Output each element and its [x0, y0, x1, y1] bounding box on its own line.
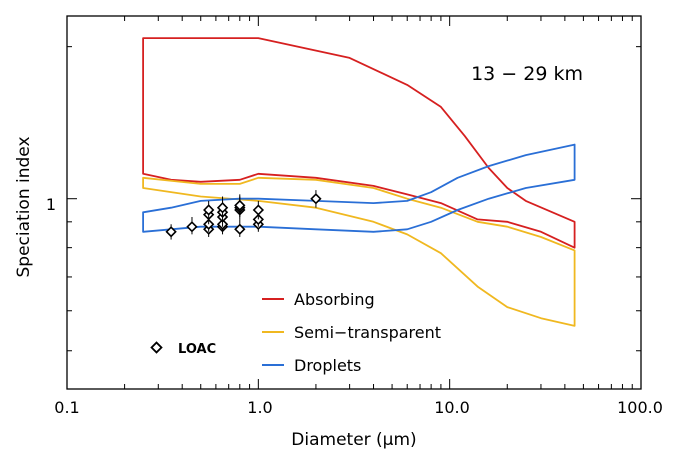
loac-point: [252, 204, 265, 216]
y-axis-title: Speciation index: [14, 136, 34, 277]
x-tick-label-1: 1.0: [247, 398, 272, 417]
series-layer: [142, 37, 576, 327]
loac-legend-label: LOAC: [178, 342, 216, 357]
plot-frame: [66, 15, 642, 390]
series-envelope-absorbing: [142, 37, 576, 249]
loac-layer: [165, 190, 322, 240]
loac-point: [203, 204, 215, 216]
legend-label-absorbing: Absorbing: [294, 290, 375, 309]
altitude-annotation: 13 − 29 km: [471, 63, 583, 85]
legend: Absorbing Semi−transparent Droplets: [262, 290, 441, 375]
x-tick-label-0: 0.1: [54, 398, 79, 417]
loac-legend-marker: [150, 341, 163, 354]
series-envelope-droplets: [142, 143, 576, 233]
x-axis-title: Diameter (μm): [291, 430, 416, 450]
x-tick-label-2: 10.0: [434, 398, 470, 417]
loac-point: [165, 226, 177, 238]
axis-ticks: [66, 16, 641, 389]
loac-point: [252, 213, 264, 226]
loac-point: [216, 202, 229, 214]
y-tick-label-0: 1: [46, 195, 56, 214]
loac-legend: LOAC: [150, 341, 216, 357]
series-envelope-semi-transparent: [142, 176, 576, 327]
loac-point: [186, 221, 198, 233]
x-tick-label-3: 100.0: [617, 398, 663, 417]
legend-label-semi-transparent: Semi−transparent: [294, 323, 441, 342]
loac-point: [234, 223, 246, 235]
legend-label-droplets: Droplets: [294, 356, 361, 375]
loac-point: [310, 193, 322, 205]
loac-point: [234, 199, 246, 212]
